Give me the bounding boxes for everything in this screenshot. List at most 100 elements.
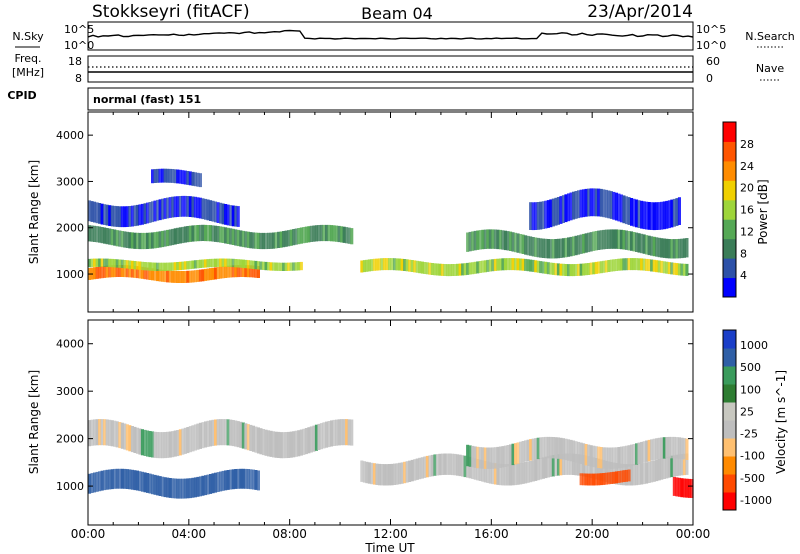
heatmap-cell	[198, 259, 202, 268]
heatmap-cell	[395, 258, 399, 271]
heatmap-cell	[594, 188, 598, 217]
heatmap-cell	[614, 229, 618, 249]
heatmap-cell	[579, 473, 583, 486]
heatmap-cell	[279, 432, 283, 459]
heatmap-cell	[284, 230, 288, 247]
heatmap-cell	[156, 432, 160, 459]
heatmap-cell	[491, 229, 495, 249]
heatmap-cell	[246, 424, 250, 451]
heatmap-cell	[198, 269, 202, 282]
heatmap-cell	[95, 258, 99, 267]
heatmap-cell	[385, 464, 389, 486]
heatmap-cell	[191, 260, 195, 269]
heatmap-cell	[224, 266, 228, 278]
heatmap-cell	[682, 478, 686, 498]
power-colorbar-frame	[722, 121, 737, 298]
noise-tick-top-left: 10^5	[64, 23, 94, 36]
heatmap-cell	[229, 205, 233, 226]
noise-tick-bottom-right: 10^0	[696, 39, 726, 52]
heatmap-cell	[382, 258, 386, 271]
heatmap-cell	[630, 198, 634, 226]
heatmap-cell	[317, 225, 321, 242]
heatmap-cell	[516, 233, 520, 253]
heatmap-cell	[463, 455, 467, 478]
heatmap-cell	[120, 265, 124, 277]
heatmap-cell	[408, 460, 412, 482]
heatmap-cell	[287, 262, 291, 271]
heatmap-cell	[239, 230, 243, 247]
heatmap-cell	[282, 231, 286, 248]
heatmap-cell	[458, 454, 462, 477]
heatmap-cell	[531, 259, 535, 272]
heatmap-cell	[221, 470, 225, 491]
heatmap-cell	[166, 477, 170, 498]
velocity-colorbar-tick: -1000	[740, 494, 772, 507]
heatmap-cell	[249, 469, 253, 490]
heatmap-cell	[115, 259, 119, 268]
heatmap-cell	[198, 422, 202, 449]
heatmap-cell	[640, 258, 644, 271]
heatmap-cell	[188, 171, 192, 186]
heatmap-cell	[624, 230, 628, 250]
heatmap-cell	[491, 259, 495, 272]
heatmap-cell	[138, 232, 142, 250]
heatmap-cell	[672, 455, 676, 477]
heatmap-cell	[393, 258, 397, 271]
heatmap-cell	[325, 224, 329, 242]
heatmap-cell	[501, 230, 505, 250]
heatmap-cell	[340, 419, 344, 446]
heatmap-cell	[582, 473, 586, 486]
power-colorbar-tick: 24	[740, 160, 754, 173]
heatmap-cell	[612, 229, 616, 249]
heatmap-cell	[471, 262, 475, 275]
heatmap-cell	[592, 262, 596, 275]
heatmap-cell	[103, 470, 107, 491]
heatmap-cell	[178, 196, 182, 217]
heatmap-cell	[594, 473, 598, 486]
heatmap-cell	[350, 419, 354, 446]
velocity-colorbar-swatch	[723, 366, 736, 385]
velocity-colorbar-swatch	[723, 438, 736, 457]
heatmap-cell	[569, 453, 573, 475]
freq-tick-top: 18	[68, 55, 82, 68]
heatmap-cell	[466, 232, 470, 252]
heatmap-cell	[196, 260, 200, 269]
heatmap-cell	[473, 230, 477, 251]
heatmap-cell	[267, 430, 271, 457]
heatmap-cell	[675, 477, 679, 497]
heatmap-cell	[115, 230, 119, 247]
heatmap-cell	[251, 260, 255, 269]
heatmap-cell	[546, 262, 550, 275]
heatmap-cell	[635, 443, 639, 465]
heatmap-cell	[176, 196, 180, 217]
heatmap-cell	[204, 198, 208, 220]
heatmap-cell	[496, 446, 500, 469]
heatmap-cell	[153, 262, 157, 271]
heatmap-cell	[201, 422, 205, 449]
heatmap-cell	[168, 168, 172, 183]
heatmap-cell	[546, 456, 550, 478]
heatmap-cell	[206, 199, 210, 221]
heatmap-cell	[624, 445, 628, 468]
heatmap-cell	[118, 206, 122, 228]
heatmap-cell	[231, 420, 235, 447]
heatmap-cell	[534, 260, 538, 273]
heatmap-cell	[196, 476, 200, 497]
heatmap-cell	[582, 189, 586, 218]
heatmap-cell	[105, 228, 109, 245]
power-colorbar-tick: 16	[740, 204, 754, 217]
heatmap-cell	[554, 454, 558, 476]
heatmap-cell	[645, 201, 649, 230]
heatmap-cell	[254, 260, 258, 270]
heatmap-cell	[685, 438, 689, 460]
heatmap-cell	[211, 419, 215, 446]
heatmap-cell	[617, 447, 621, 469]
heatmap-cell	[468, 231, 472, 252]
heatmap-cell	[188, 478, 192, 499]
heatmap-cell	[153, 474, 157, 495]
heatmap-cell	[113, 259, 117, 268]
power-colorbar-tick: 12	[740, 225, 754, 238]
heatmap-cell	[216, 258, 220, 267]
heatmap-cell	[509, 464, 513, 486]
